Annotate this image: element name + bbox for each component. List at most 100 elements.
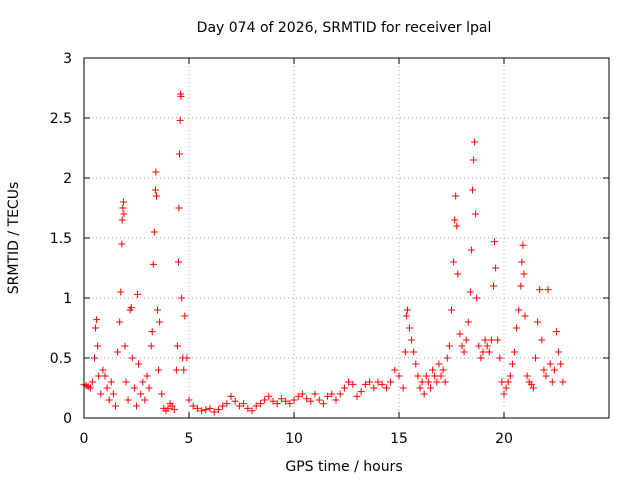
data-point <box>340 384 348 392</box>
y-tick-label: 1.5 <box>50 231 72 247</box>
tick-marks <box>83 57 609 419</box>
data-point <box>435 360 443 368</box>
data-point <box>185 396 193 404</box>
data-point <box>88 378 96 386</box>
data-point <box>121 342 129 350</box>
data-point <box>451 216 459 224</box>
data-point <box>119 204 127 212</box>
y-tick-label: 0.5 <box>50 351 72 367</box>
data-point <box>452 192 460 200</box>
data-point <box>248 407 256 415</box>
data-point <box>479 348 487 356</box>
data-point <box>445 342 453 350</box>
data-point <box>487 336 495 344</box>
data-point <box>290 396 298 404</box>
data-point <box>107 378 115 386</box>
data-point <box>99 366 107 374</box>
data-point <box>450 258 458 266</box>
data-point <box>427 384 434 392</box>
data-point <box>520 270 528 278</box>
data-point <box>235 402 243 410</box>
data-point <box>92 324 100 332</box>
data-point <box>128 354 136 362</box>
data-point <box>124 396 132 404</box>
data-point <box>412 360 420 368</box>
data-point <box>410 348 418 356</box>
data-point <box>492 264 500 272</box>
data-point <box>357 388 365 396</box>
data-point <box>395 372 403 380</box>
data-point <box>555 348 563 356</box>
data-point <box>491 238 499 246</box>
data-point <box>97 390 105 398</box>
data-point <box>483 342 491 350</box>
data-point <box>156 318 164 326</box>
data-point <box>265 392 273 400</box>
data-point <box>298 390 306 398</box>
data-point <box>324 392 332 400</box>
data-point <box>120 210 128 218</box>
data-point <box>464 318 472 326</box>
data-point <box>114 348 122 356</box>
data-point <box>101 372 109 380</box>
data-point <box>223 400 231 408</box>
data-point <box>294 392 302 400</box>
data-point <box>145 384 153 392</box>
data-point <box>149 260 157 268</box>
data-point <box>95 372 103 380</box>
data-point <box>336 390 344 398</box>
data-point <box>454 270 462 278</box>
data-point <box>154 306 161 314</box>
data-point <box>401 348 409 356</box>
data-point <box>374 378 382 386</box>
data-point <box>134 290 142 298</box>
data-point <box>118 216 126 224</box>
data-point <box>155 366 163 374</box>
data-point <box>116 318 124 326</box>
data-point <box>467 246 475 254</box>
data-point <box>485 348 493 356</box>
data-point <box>181 312 189 320</box>
data-point <box>511 348 518 356</box>
y-tick-label: 2 <box>63 171 72 187</box>
data-point <box>172 366 180 374</box>
data-point <box>546 360 554 368</box>
data-point <box>332 396 340 404</box>
data-point <box>133 402 140 410</box>
data-point <box>513 324 521 332</box>
data-point <box>475 342 483 350</box>
data-point <box>416 384 424 392</box>
data-point <box>150 228 158 236</box>
data-point <box>164 404 172 412</box>
data-point <box>151 186 159 194</box>
data-point <box>550 366 558 374</box>
data-point <box>542 372 550 380</box>
x-tick-label: 5 <box>185 431 194 447</box>
data-point <box>319 400 327 408</box>
data-point <box>370 384 378 392</box>
data-point <box>152 192 160 200</box>
x-tick-label: 20 <box>495 431 513 447</box>
data-point <box>420 390 428 398</box>
data-point <box>311 390 319 398</box>
data-point <box>361 380 369 388</box>
data-point <box>559 378 567 386</box>
data-point <box>406 324 413 332</box>
data-point <box>105 396 113 404</box>
data-point <box>353 392 361 400</box>
data-point <box>414 372 422 380</box>
data-point <box>94 342 102 350</box>
data-point <box>219 402 227 410</box>
data-point <box>158 390 166 398</box>
data-point <box>256 400 264 408</box>
data-point <box>91 354 98 362</box>
data-point <box>122 378 130 386</box>
data-point <box>540 366 548 374</box>
data-point <box>86 384 94 392</box>
data-point <box>227 392 235 400</box>
y-tick-label: 2.5 <box>50 111 72 127</box>
data-point <box>538 336 546 344</box>
data-point <box>177 92 185 100</box>
data-point <box>231 397 239 405</box>
data-point <box>418 378 426 386</box>
